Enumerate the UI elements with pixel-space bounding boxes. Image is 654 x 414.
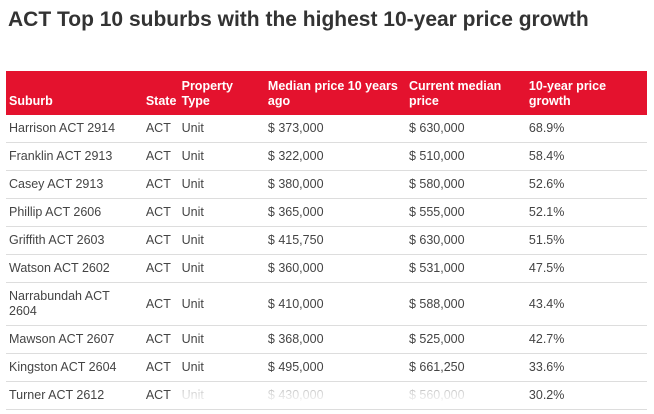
cell-state: ACT: [142, 142, 179, 171]
cell-property-type: Unit: [178, 325, 265, 354]
cell-property-type: Unit: [178, 282, 265, 326]
cell-growth: 30.2%: [525, 381, 647, 410]
header-suburb: Suburb: [6, 71, 143, 115]
header-property-type: Property Type: [178, 71, 265, 115]
cell-state: ACT: [142, 325, 179, 354]
cell-state: ACT: [142, 254, 179, 283]
header-10-year-growth: 10-year price growth: [525, 71, 647, 115]
cell-state: ACT: [142, 115, 179, 143]
cell-state: ACT: [142, 170, 179, 199]
cell-suburb: Franklin ACT 2913: [6, 142, 143, 171]
table-title: ACT Top 10 suburbs with the highest 10-y…: [8, 8, 589, 31]
cell-suburb: Casey ACT 2913: [6, 170, 143, 199]
table-row: Kingston ACT 2604 ACT Unit $ 495,000 $ 661,2…: [6, 353, 647, 382]
cell-property-type: Unit: [178, 142, 265, 171]
cell-current-median: $ 531,000: [405, 254, 526, 283]
price-growth-table: Suburb State Property Type Median price …: [6, 71, 647, 410]
cell-growth: 42.7%: [525, 325, 647, 354]
table-row: Narrabundah ACT 2604 ACT Unit $ 410,000 $ 58…: [6, 282, 647, 326]
cell-state: ACT: [142, 198, 179, 227]
cell-median-10-years-ago: $ 415,750: [264, 226, 406, 255]
cell-current-median: $ 510,000: [405, 142, 526, 171]
cell-property-type: Unit: [178, 170, 265, 199]
cell-growth: 33.6%: [525, 353, 647, 382]
cell-median-10-years-ago: $ 365,000: [264, 198, 406, 227]
table-row: Franklin ACT 2913 ACT Unit $ 322,000 $ 510,0…: [6, 142, 647, 171]
cell-median-10-years-ago: $ 322,000: [264, 142, 406, 171]
cell-growth: 43.4%: [525, 282, 647, 326]
cell-current-median: $ 588,000: [405, 282, 526, 326]
cell-state: ACT: [142, 353, 179, 382]
cell-suburb: Turner ACT 2612: [6, 381, 143, 410]
cell-state: ACT: [142, 226, 179, 255]
table-row: Harrison ACT 2914 ACT Unit $ 373,000 $ 630,0…: [6, 115, 647, 143]
cell-current-median: $ 555,000: [405, 198, 526, 227]
cell-median-10-years-ago: $ 368,000: [264, 325, 406, 354]
cell-current-median: $ 630,000: [405, 226, 526, 255]
cell-suburb: Kingston ACT 2604: [6, 353, 143, 382]
table-row: Turner ACT 2612 ACT Unit $ 430,000 $ 560,000…: [6, 381, 647, 410]
cell-state: ACT: [142, 381, 179, 410]
table-row: Griffith ACT 2603 ACT Unit $ 415,750 $ 630,0…: [6, 226, 647, 255]
cell-growth: 58.4%: [525, 142, 647, 171]
table-row: Casey ACT 2913 ACT Unit $ 380,000 $ 580,000 5…: [6, 170, 647, 199]
cell-current-median: $ 525,000: [405, 325, 526, 354]
cell-growth: 52.1%: [525, 198, 647, 227]
cell-current-median: $ 630,000: [405, 115, 526, 143]
cell-suburb: Watson ACT 2602: [6, 254, 143, 283]
cell-property-type: Unit: [178, 381, 265, 410]
header-state: State: [142, 71, 179, 115]
cell-growth: 47.5%: [525, 254, 647, 283]
cell-property-type: Unit: [178, 254, 265, 283]
header-current-median: Current median price: [405, 71, 526, 115]
header-median-10-years-ago: Median price 10 years ago: [264, 71, 406, 115]
cell-suburb: Harrison ACT 2914: [6, 115, 143, 143]
cell-median-10-years-ago: $ 495,000: [264, 353, 406, 382]
cell-median-10-years-ago: $ 410,000: [264, 282, 406, 326]
cell-property-type: Unit: [178, 226, 265, 255]
cell-growth: 52.6%: [525, 170, 647, 199]
cell-growth: 68.9%: [525, 115, 647, 143]
cell-median-10-years-ago: $ 430,000: [264, 381, 406, 410]
cell-property-type: Unit: [178, 198, 265, 227]
cell-property-type: Unit: [178, 353, 265, 382]
cell-current-median: $ 661,250: [405, 353, 526, 382]
cell-growth: 51.5%: [525, 226, 647, 255]
cell-suburb: Phillip ACT 2606: [6, 198, 143, 227]
cell-median-10-years-ago: $ 380,000: [264, 170, 406, 199]
table-header-row: Suburb State Property Type Median price …: [6, 71, 647, 115]
cell-property-type: Unit: [178, 115, 265, 143]
table-row: Mawson ACT 2607 ACT Unit $ 368,000 $ 525,000…: [6, 325, 647, 354]
cell-suburb: Narrabundah ACT 2604: [6, 282, 143, 326]
cell-median-10-years-ago: $ 360,000: [264, 254, 406, 283]
cell-median-10-years-ago: $ 373,000: [264, 115, 406, 143]
cell-current-median: $ 580,000: [405, 170, 526, 199]
cell-suburb: Mawson ACT 2607: [6, 325, 143, 354]
cell-state: ACT: [142, 282, 179, 326]
cell-current-median: $ 560,000: [405, 381, 526, 410]
cell-suburb: Griffith ACT 2603: [6, 226, 143, 255]
table-row: Watson ACT 2602 ACT Unit $ 360,000 $ 531,000…: [6, 254, 647, 283]
table-row: Phillip ACT 2606 ACT Unit $ 365,000 $ 555,00…: [6, 198, 647, 227]
